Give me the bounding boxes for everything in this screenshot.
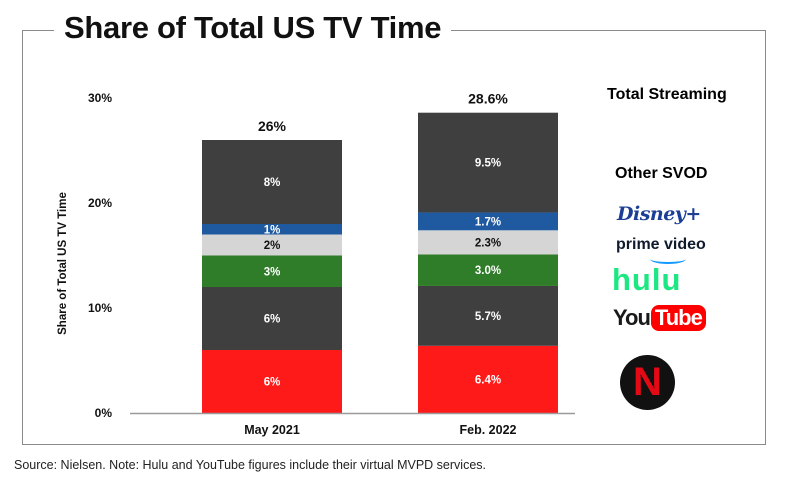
bar-segment xyxy=(202,255,342,287)
x-tick-label: May 2021 xyxy=(244,423,300,437)
data-label: 1.7% xyxy=(475,216,501,228)
legend-total-streaming: Total Streaming xyxy=(607,86,727,103)
youtube-logo-you: You xyxy=(613,305,651,330)
youtube-logo: You Tube xyxy=(613,305,706,331)
data-label: 2% xyxy=(264,240,281,252)
data-label: 9.5% xyxy=(475,158,501,170)
data-label: 3.0% xyxy=(475,265,501,277)
y-tick-label: 30% xyxy=(88,91,112,105)
prime-video-smile-icon xyxy=(650,254,686,264)
data-label: 6% xyxy=(264,377,281,389)
hulu-logo: hulu xyxy=(612,262,682,297)
bar-segment xyxy=(418,112,558,213)
data-label: 8% xyxy=(264,177,281,189)
netflix-logo: N xyxy=(620,355,675,410)
bar-segment xyxy=(418,254,558,286)
y-tick-label: 0% xyxy=(95,406,113,420)
data-label: 6% xyxy=(264,314,281,326)
y-tick-label: 20% xyxy=(88,196,112,210)
data-label: 1% xyxy=(264,224,281,236)
total-label: 26% xyxy=(258,118,287,134)
bar-segment xyxy=(202,140,342,224)
bar-segment xyxy=(418,230,558,255)
bar-segment xyxy=(418,285,558,346)
source-note: Source: Nielsen. Note: Hulu and YouTube … xyxy=(14,458,486,472)
youtube-logo-tube: Tube xyxy=(650,305,706,331)
bar-segment xyxy=(202,350,342,413)
chart-title: Share of Total US TV Time xyxy=(54,6,452,50)
legend-other-svod: Other SVOD xyxy=(615,165,708,182)
bar-segment xyxy=(202,224,342,235)
data-label: 2.3% xyxy=(475,237,501,249)
y-axis-label: Share of Total US TV Time xyxy=(57,192,69,335)
bar-segment xyxy=(418,212,558,231)
total-label: 28.6% xyxy=(468,91,508,107)
data-label: 5.7% xyxy=(475,311,501,323)
bar-segment xyxy=(202,287,342,350)
data-label: 3% xyxy=(264,266,281,278)
disney-plus-logo: Disney+ xyxy=(617,203,701,225)
bar-segment xyxy=(202,234,342,256)
x-tick-label: Feb. 2022 xyxy=(460,423,517,437)
prime-video-logo: prime video xyxy=(616,236,706,253)
data-label: 6.4% xyxy=(475,374,501,386)
y-tick-label: 10% xyxy=(88,301,112,315)
bar-segment xyxy=(418,345,558,413)
